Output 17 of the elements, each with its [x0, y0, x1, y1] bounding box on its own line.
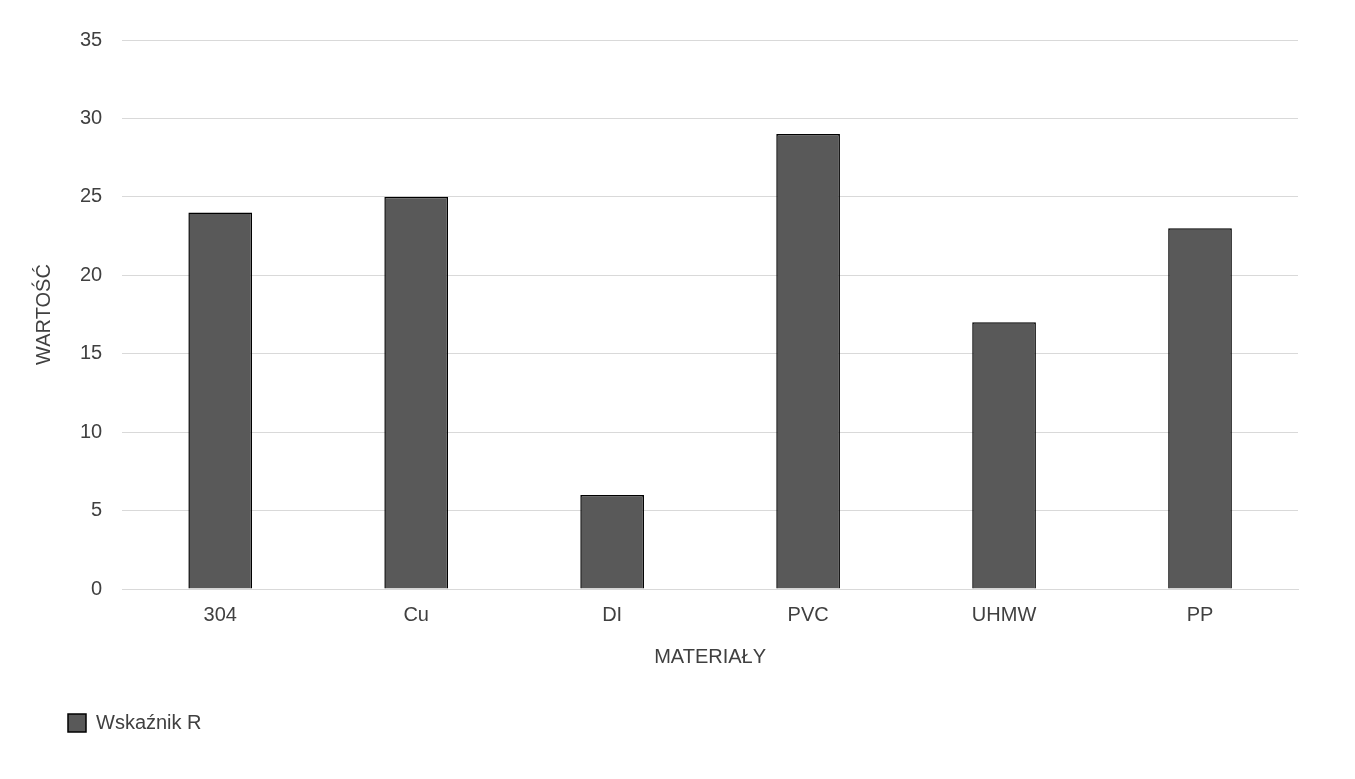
x-tick-label: UHMW: [971, 602, 1037, 625]
y-tick-label: 15: [80, 341, 103, 364]
y-axis-title: WARTOŚĆ: [30, 264, 54, 365]
y-tick-label: 5: [91, 498, 103, 521]
y-tick-label: 30: [80, 105, 103, 128]
x-tick-label: DI: [602, 602, 623, 625]
x-tick-label: Cu: [403, 602, 429, 625]
y-tick-label: 10: [80, 419, 103, 442]
y-tick-label: 20: [80, 262, 103, 285]
x-axis-title: MATERIAŁY: [654, 644, 767, 667]
y-tick-label: 25: [80, 184, 103, 207]
x-tick-label: 304: [203, 602, 237, 625]
legend-label: Wskaźnik R: [96, 710, 202, 733]
x-tick-label: PP: [1186, 602, 1214, 625]
y-tick-label: 0: [91, 576, 103, 599]
y-tick-label: 35: [80, 27, 103, 50]
x-tick-label: PVC: [787, 602, 829, 625]
